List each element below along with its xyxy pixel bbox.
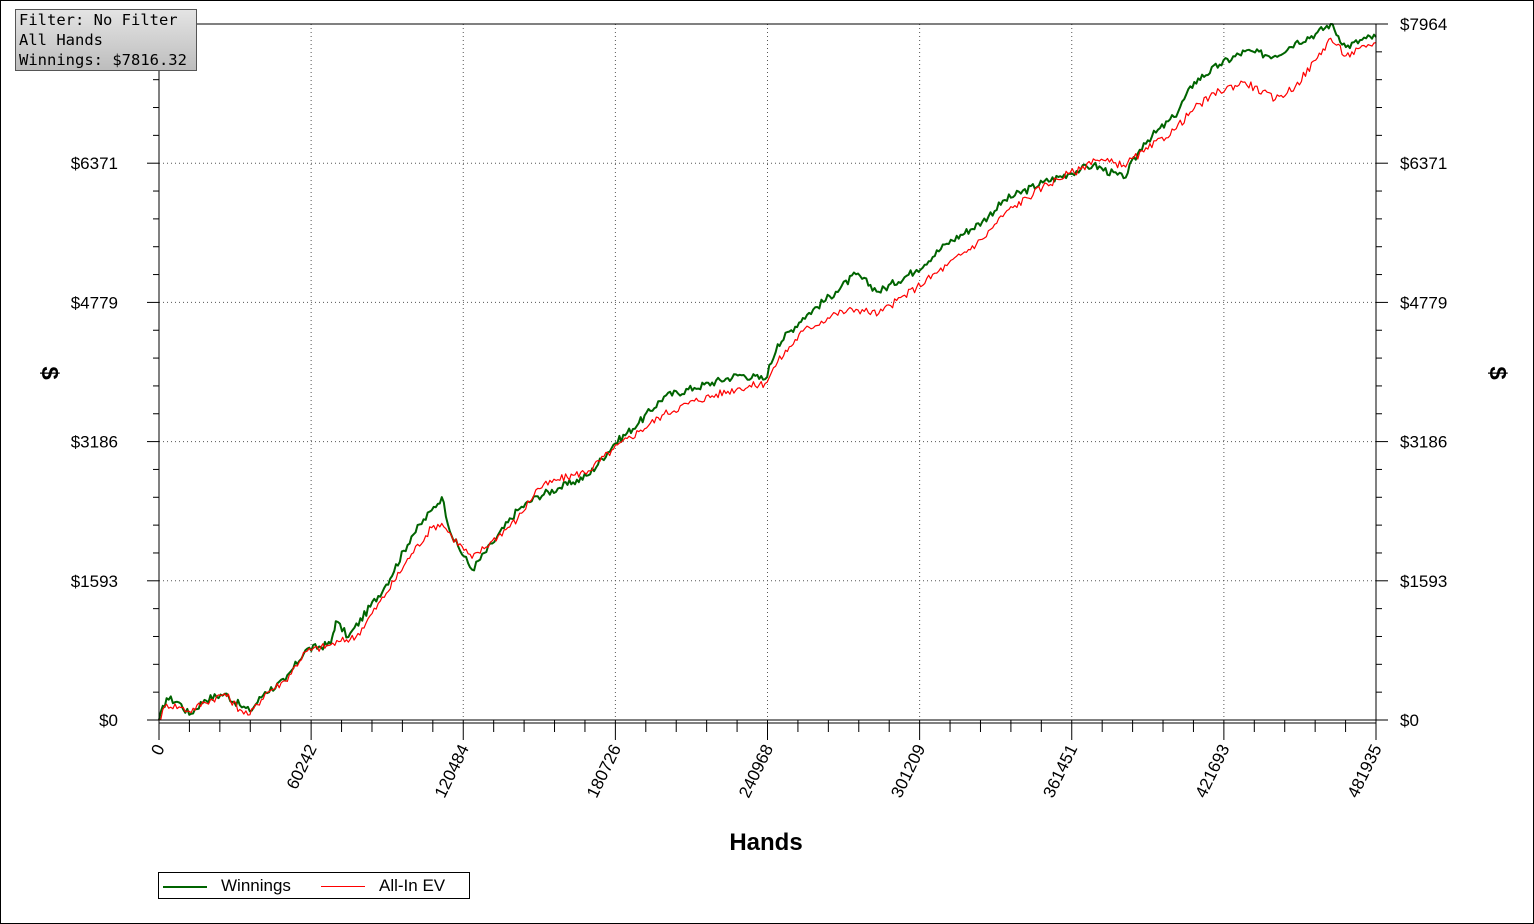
x-tick-label: 120484	[431, 741, 473, 800]
x-tick-label: 361451	[1039, 741, 1081, 800]
y-axis-title-right: $	[1484, 366, 1511, 380]
x-tick-label: 481935	[1344, 741, 1386, 800]
x-tick-label: 180726	[583, 741, 625, 800]
legend-swatch-all-in-ev	[321, 886, 365, 888]
x-tick-label: 60242	[283, 741, 321, 792]
series-line-all-in-ev	[158, 37, 1377, 721]
y-tick-label-left: $0	[99, 711, 118, 730]
y-tick-label-left: $6371	[71, 154, 118, 173]
x-tick-label: 421693	[1192, 741, 1234, 800]
hands-filter-text: All Hands	[19, 31, 103, 49]
legend-swatch-winnings	[163, 885, 207, 888]
x-axis-title: Hands	[729, 829, 802, 856]
filter-info-box: Filter: No Filter All Hands Winnings: $7…	[15, 9, 197, 71]
y-tick-label-left: $1593	[71, 572, 118, 591]
y-tick-label-right: $6371	[1400, 154, 1447, 173]
series-layer	[158, 23, 1377, 721]
x-tick-label: 301209	[887, 741, 929, 800]
y-tick-label-right: $1593	[1400, 572, 1447, 591]
y-tick-label-left: $4779	[71, 293, 118, 312]
x-tick-label: 0	[147, 741, 168, 758]
legend-item-winnings: Winnings	[163, 876, 291, 896]
y-tick-label-right: $0	[1400, 711, 1419, 730]
y-tick-label-right: $3186	[1400, 433, 1447, 452]
y-axis-title-left: $	[36, 366, 63, 380]
legend-label-all-in-ev: All-In EV	[379, 876, 446, 895]
grid	[159, 23, 1376, 720]
legend-item-all-in-ev: All-In EV	[321, 876, 445, 896]
winnings-total-text: Winnings: $7816.32	[19, 51, 187, 69]
legend: Winnings All-In EV	[158, 872, 470, 899]
series-line-winnings	[158, 23, 1377, 721]
x-tick-label: 240968	[735, 741, 777, 800]
y-tick-label-right: $7964	[1400, 15, 1447, 34]
legend-label-winnings: Winnings	[221, 876, 291, 895]
filter-text: Filter: No Filter	[19, 11, 178, 29]
y-tick-label-left: $3186	[71, 433, 118, 452]
y-tick-label-right: $4779	[1400, 293, 1447, 312]
